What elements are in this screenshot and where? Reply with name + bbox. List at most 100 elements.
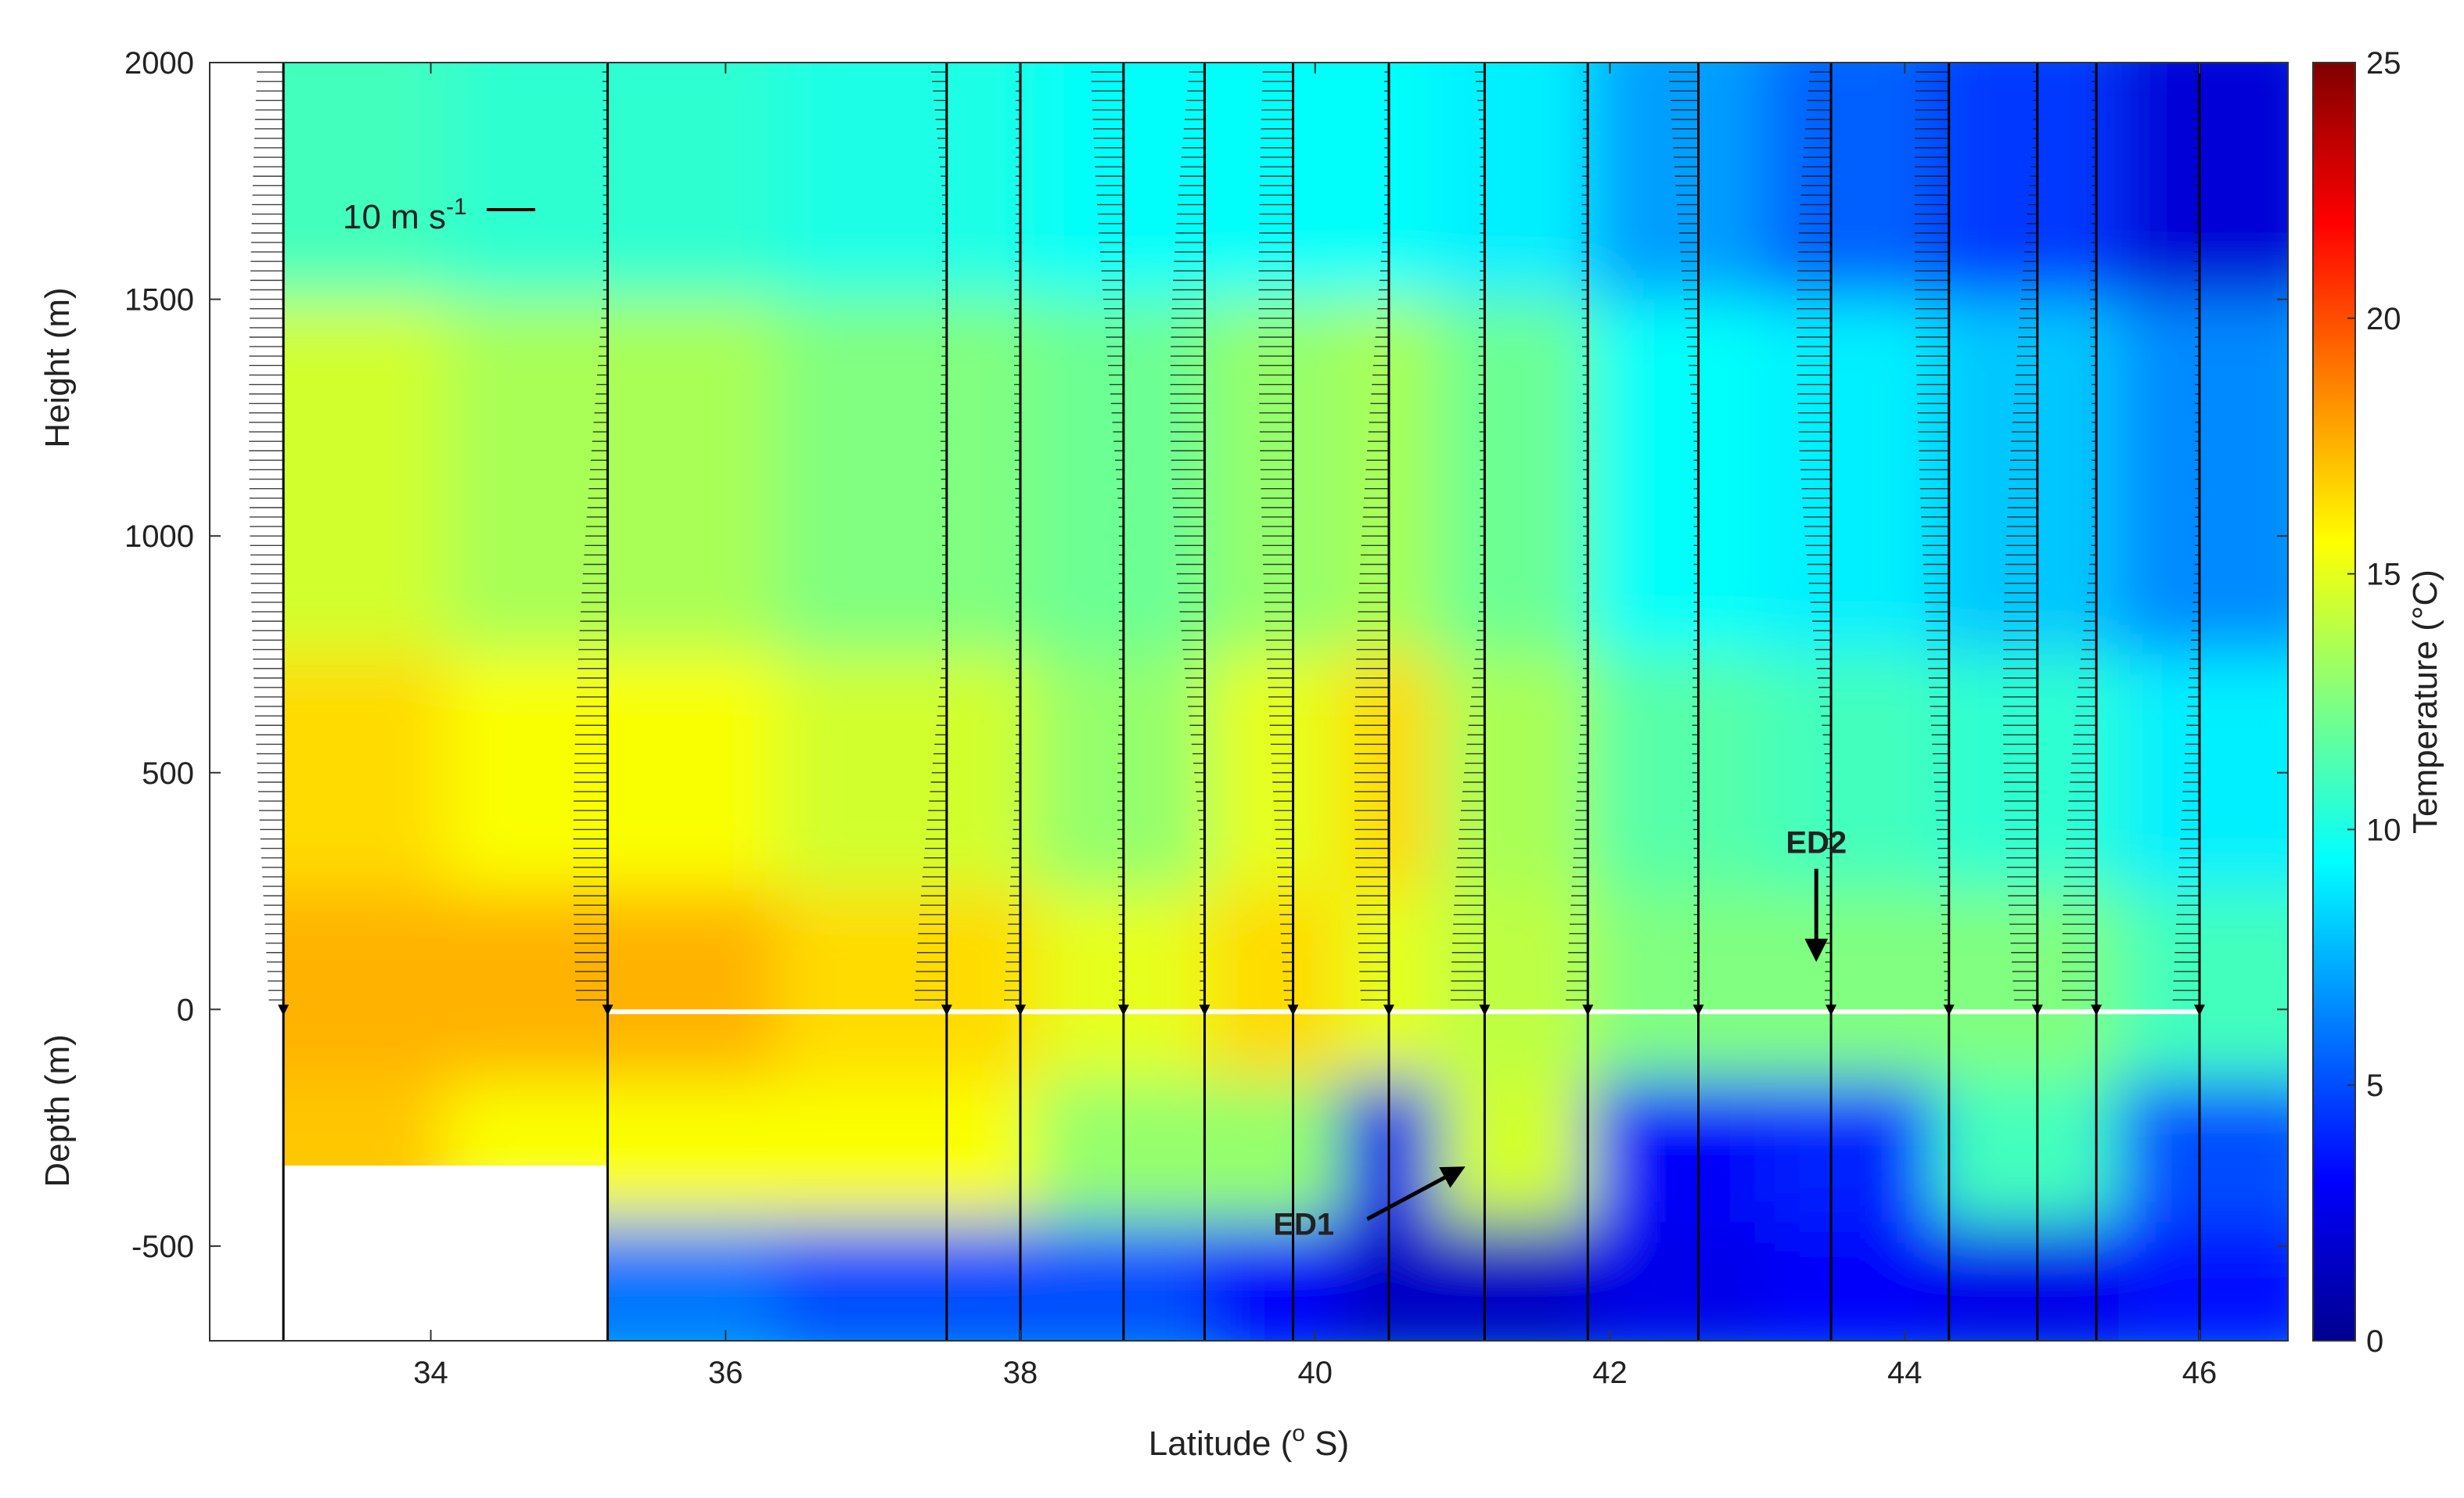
y-tick-label: 500 [142, 756, 194, 791]
y-tick-label: 2000 [124, 46, 194, 81]
colorbar-tick-label: 25 [2366, 46, 2401, 81]
temperature-cell [445, 299, 778, 655]
temperature-cell [1437, 1222, 1592, 1341]
temperature-cell [210, 299, 446, 655]
colorbar-tick-label: 0 [2366, 1324, 2383, 1359]
temperature-cell [1591, 299, 1765, 655]
temperature-cell [1933, 299, 2119, 655]
temperature-cell [1764, 63, 1934, 300]
temperature-cell [1208, 1222, 1341, 1341]
temperature-cell [1437, 63, 1592, 300]
temperature-cell [1208, 63, 1341, 300]
y-tick-label: 0 [177, 993, 194, 1027]
temperature-cell [2118, 1222, 2288, 1341]
station-profile [1797, 63, 1837, 1341]
station-profile [1566, 63, 1594, 1341]
temperature-cell [1208, 299, 1341, 655]
temperature-cell [445, 63, 778, 300]
temperature-cell [445, 891, 778, 1081]
annotations-layer: ED1 ED2 [1273, 826, 1847, 1242]
temperature-cell [210, 654, 446, 892]
station-profile [1354, 63, 1394, 1341]
temperature-cell [1437, 891, 1592, 1081]
x-tick-label: 44 [1887, 1356, 1923, 1390]
masked-region-layer [210, 63, 608, 1341]
temperature-cell [2118, 654, 2288, 892]
annotation-ed1: ED1 [1273, 1166, 1466, 1241]
station-profile [2002, 63, 2043, 1341]
annotation-label: ED2 [1786, 826, 1847, 860]
x-axis-title: Latitude (o S) [1149, 1421, 1349, 1463]
x-tick-label: 38 [1003, 1356, 1038, 1390]
temperature-cell [1208, 891, 1341, 1081]
temperature-cell [1034, 63, 1209, 300]
temperature-cell [1764, 891, 1934, 1081]
plot-frame [209, 62, 2289, 1342]
temperature-cell [445, 654, 778, 892]
temperature-cell [2118, 1080, 2288, 1223]
colorbar [2312, 62, 2356, 1342]
temperature-cell [1933, 1222, 2119, 1341]
temperature-cell [2118, 299, 2288, 655]
temperature-cell [1437, 299, 1592, 655]
temperature-cell [1437, 654, 1592, 892]
station-profiles-layer [249, 63, 2205, 1341]
temperature-cell [1591, 654, 1765, 892]
x-tick-label: 42 [1592, 1356, 1628, 1390]
colorbar-title: Temperature (°C) [2406, 569, 2444, 834]
wind-scale: 10 m s-1 [343, 194, 535, 236]
annotation-label: ED1 [1273, 1207, 1334, 1241]
temperature-cell [1933, 891, 2119, 1081]
temperature-cell [1034, 1222, 1209, 1341]
temperature-cell [777, 299, 1035, 655]
station-profile [2172, 63, 2205, 1341]
colorbar-tick-label: 15 [2366, 558, 2401, 592]
station-profile [1668, 63, 1704, 1341]
y-tick-label: -500 [131, 1230, 194, 1264]
temperature-cell [1591, 1080, 1765, 1223]
station-profile [1258, 63, 1299, 1341]
annotation-ed2: ED2 [1786, 826, 1847, 962]
temperature-cell [777, 1080, 1035, 1223]
station-profile [914, 63, 952, 1341]
temperature-cell [1034, 1080, 1209, 1223]
colorbar-tick-label: 20 [2366, 302, 2401, 336]
temperature-cell [210, 891, 446, 1081]
temperature-cell [1034, 891, 1209, 1081]
temperature-cell [1591, 1222, 1765, 1341]
x-tick-label: 46 [2182, 1356, 2218, 1390]
x-tick-label: 40 [1298, 1356, 1333, 1390]
temperature-cell [1764, 1080, 1934, 1223]
colorbar-ticks: 0 5 10 15 20 25 [2347, 46, 2401, 1359]
temperature-cell [2118, 891, 2288, 1081]
temperature-cell [1208, 1080, 1341, 1223]
temperature-cell [1764, 654, 1934, 892]
station-profile [1914, 63, 1955, 1341]
station-profile [1090, 63, 1129, 1341]
y-tick-label: 1500 [124, 283, 194, 318]
temperature-field [210, 63, 2288, 1341]
temperature-cell [1034, 299, 1209, 655]
temperature-cell [1437, 1080, 1592, 1223]
station-profile [1004, 63, 1027, 1341]
wind-scale-label: 10 m s-1 [343, 194, 467, 236]
station-profile [2062, 63, 2102, 1341]
station-profile [1450, 63, 1491, 1341]
temperature-cell [1591, 891, 1765, 1081]
colorbar-tick-label: 5 [2366, 1069, 2383, 1103]
left-blank-region [210, 63, 284, 1341]
y-axis-title-depth: Depth (m) [38, 1034, 77, 1187]
station-profile [1170, 63, 1210, 1341]
x-tick-label: 36 [708, 1356, 743, 1390]
temperature-cell [210, 63, 446, 300]
temperature-cell [777, 654, 1035, 892]
temperature-cell [2118, 63, 2288, 300]
temperature-cell [1764, 299, 1934, 655]
temperature-cell [777, 1222, 1035, 1341]
y-axis-title-height: Height (m) [38, 287, 77, 447]
x-tick-label: 34 [413, 1356, 448, 1390]
temperature-cell [1933, 63, 2119, 300]
y-tick-label: 1000 [124, 519, 194, 554]
